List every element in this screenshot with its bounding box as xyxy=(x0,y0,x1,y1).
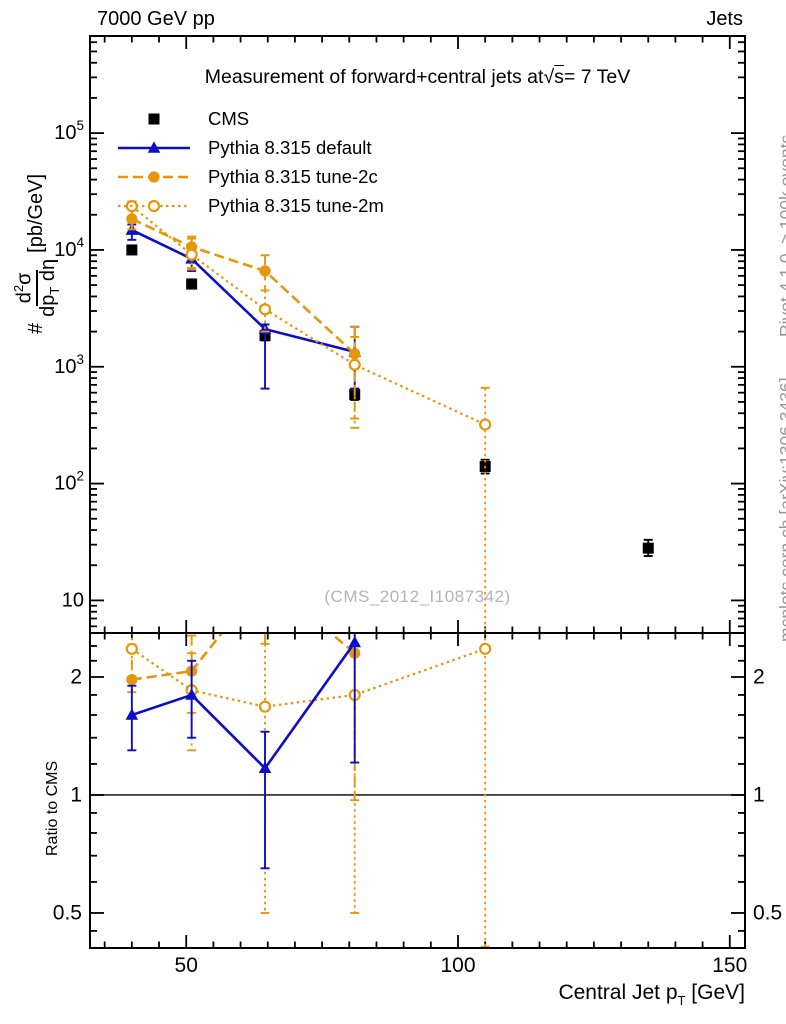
main-line-2 xyxy=(131,217,356,355)
main-marker-0 xyxy=(186,278,198,290)
ratio-series-2 xyxy=(126,573,361,802)
rivet-version-note: Rivet 4.1.0, ≥ 100k events xyxy=(776,134,786,337)
main-marker-2 xyxy=(126,213,138,225)
main-marker-3 xyxy=(185,248,198,261)
sqrt-icon: √ xyxy=(543,66,555,88)
ratio-line-2 xyxy=(131,633,356,681)
main-line-1 xyxy=(131,228,356,354)
y-label-prefix: # xyxy=(25,322,48,334)
ratio-tick-label-left: 1 xyxy=(70,783,82,806)
process-label: Jets xyxy=(706,8,743,30)
y-tick-label-exponent: 5 xyxy=(76,118,84,133)
ratio-tick-label-left: 2 xyxy=(70,666,82,689)
y-tick-label-exponent: 4 xyxy=(76,234,84,249)
y-label-units: [pb/GeV] xyxy=(25,173,48,253)
pythia-tune2c-marker-icon xyxy=(116,167,192,187)
main-marker-3 xyxy=(348,358,361,371)
ratio-y-axis-label: Ratio to CMS xyxy=(44,760,61,856)
legend-row-pythia-default: Pythia 8.315 default xyxy=(116,133,384,162)
legend-marker-glyph xyxy=(148,170,160,183)
y-tick-label: 103 xyxy=(54,351,84,378)
ratio-marker-1 xyxy=(125,708,139,720)
beam-energy-label: 7000 GeV pp xyxy=(97,8,215,30)
y-label-denominator: dpT dη xyxy=(36,258,62,317)
y-label-fraction: d2σ dpT dη xyxy=(11,258,62,317)
plot-title-prefix: Measurement of forward+central jets at xyxy=(204,66,544,88)
ratio-tick-label-right: 2 xyxy=(753,666,765,689)
main-marker-0 xyxy=(126,244,138,256)
legend-swatch xyxy=(118,140,190,153)
y-tick-label-base: 10 xyxy=(54,239,76,261)
main-marker-0 xyxy=(642,542,654,554)
main-line-3 xyxy=(131,205,486,426)
ratio-tick-label-right: 1 xyxy=(753,783,765,806)
legend-row-pythia-tune2m: Pythia 8.315 tune-2m xyxy=(116,191,384,220)
ratio-line-3 xyxy=(131,647,486,708)
main-series-2 xyxy=(126,206,361,420)
analysis-id-watermark: (CMS_2012_I1087342) xyxy=(324,587,511,606)
legend-label-cms: CMS xyxy=(208,107,250,129)
ratio-tick-label-left: 0.5 xyxy=(53,901,82,924)
legend-marker-glyph xyxy=(148,113,160,124)
legend-row-pythia-tune2c: Pythia 8.315 tune-2c xyxy=(116,162,384,191)
legend-marker-glyph xyxy=(147,199,161,212)
legend-label-pythia-default: Pythia 8.315 default xyxy=(208,136,372,158)
sqrt-argument: s xyxy=(554,66,564,88)
y-tick-label: 10 xyxy=(62,589,84,611)
main-marker-3 xyxy=(479,418,492,431)
y-tick-label-base: 10 xyxy=(54,356,76,378)
ratio-marker-3 xyxy=(125,642,138,655)
pythia-tune2m-marker-icon xyxy=(116,196,192,216)
main-marker-3 xyxy=(258,303,272,316)
x-axis-title: Central Jet pT [GeV] xyxy=(558,981,745,1008)
ratio-panel-frame xyxy=(89,632,746,949)
ratio-marker-3 xyxy=(258,700,272,713)
legend-row-cms: CMS xyxy=(116,104,384,133)
ratio-series-3 xyxy=(125,633,492,948)
legend-marker-glyph xyxy=(147,140,161,153)
y-tick-label: 102 xyxy=(54,468,84,495)
x-tick-label: 150 xyxy=(712,954,747,977)
y-tick-label-base: 10 xyxy=(54,473,76,495)
main-marker-2 xyxy=(259,265,271,277)
plot-title-suffix: = 7 TeV xyxy=(563,66,631,88)
y-tick-label-base: 10 xyxy=(62,589,84,611)
y-tick-label-exponent: 2 xyxy=(76,468,84,483)
legend: CMS Pythia 8.315 default Pythia 8.315 tu… xyxy=(116,104,384,220)
ratio-marker-3 xyxy=(479,642,492,655)
pythia-default-marker-icon xyxy=(116,138,192,158)
main-marker-2 xyxy=(349,348,361,360)
plot-title: Measurement of forward+central jets at√s… xyxy=(90,66,745,89)
ratio-marker-1 xyxy=(348,635,362,648)
legend-label-pythia-tune2c: Pythia 8.315 tune-2c xyxy=(208,165,378,187)
ratio-line-1 xyxy=(131,641,356,771)
y-tick-label: 104 xyxy=(54,234,84,261)
y-label-numerator: d2σ xyxy=(11,269,38,307)
main-series-0 xyxy=(126,244,654,557)
y-tick-label: 105 xyxy=(54,118,84,145)
main-y-axis-label: # d2σ dpT dη [pb/GeV] xyxy=(11,173,62,334)
legend-swatch xyxy=(118,170,190,183)
y-tick-label-exponent: 3 xyxy=(76,351,84,366)
ratio-marker-1 xyxy=(258,761,272,774)
mcplots-arxiv-note: mcplots.cern.ch [arXiv:1306.3436] xyxy=(776,377,786,642)
cms-square-marker-icon xyxy=(116,109,192,129)
main-series-1 xyxy=(125,223,362,391)
x-tick-label: 100 xyxy=(440,954,475,977)
legend-label-pythia-tune2m: Pythia 8.315 tune-2m xyxy=(208,194,384,216)
ratio-marker-2 xyxy=(259,573,270,584)
ratio-series-1 xyxy=(125,633,362,870)
x-tick-label: 50 xyxy=(175,954,198,977)
main-series-3 xyxy=(125,200,492,633)
y-tick-label-base: 10 xyxy=(54,122,76,144)
ratio-marker-1 xyxy=(185,688,198,700)
ratio-tick-label-right: 0.5 xyxy=(753,901,782,924)
legend-swatch xyxy=(118,199,190,212)
legend-swatch xyxy=(148,113,160,124)
